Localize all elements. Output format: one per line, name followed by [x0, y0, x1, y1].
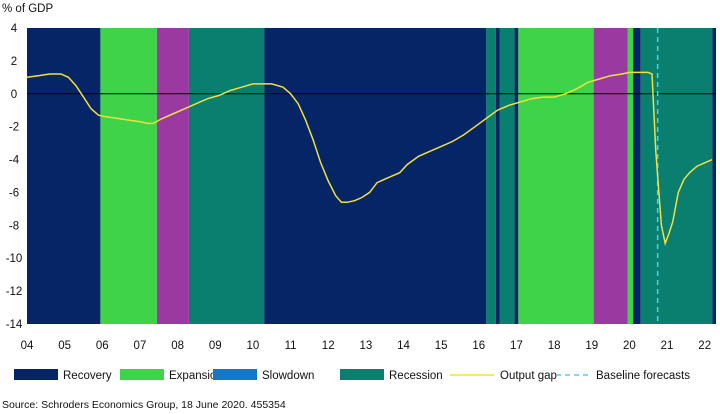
phase-band-slowdown	[593, 28, 628, 324]
x-tick-label: 17	[510, 340, 523, 352]
phase-band-expansion	[100, 28, 157, 324]
legend-label: Recovery	[63, 370, 112, 382]
phase-band-recovery	[27, 28, 101, 324]
x-tick-label: 22	[698, 340, 711, 352]
legend-swatch	[340, 369, 384, 380]
y-tick-label: -8	[9, 220, 19, 232]
x-tick-label: 14	[397, 340, 410, 352]
source-note: Source: Schroders Economics Group, 18 Ju…	[2, 399, 286, 411]
legend-label: Baseline forecasts	[596, 370, 690, 382]
output-gap-line	[26, 71, 713, 247]
phase-band-recovery	[514, 28, 519, 324]
x-tick-label: 20	[623, 340, 636, 352]
legend-item-expansion: Expansion	[120, 369, 223, 382]
y-tick-label: -10	[6, 253, 23, 265]
y-tick-labels: 4 2 0 -2 -4 -6 -8 -10 -12 -14	[6, 23, 23, 331]
phase-band-expansion	[518, 28, 594, 324]
y-tick-label: -14	[6, 319, 23, 331]
phase-band-recovery	[495, 28, 500, 324]
phase-band-recession	[640, 28, 713, 324]
x-tick-label: 16	[472, 340, 485, 352]
x-tick-label: 18	[548, 340, 561, 352]
x-tick-label: 19	[585, 340, 598, 352]
legend-item-slowdown: Slowdown	[213, 369, 314, 382]
phase-band-recession	[499, 28, 515, 324]
x-tick-label: 07	[134, 340, 147, 352]
x-tick-label: 04	[21, 340, 34, 352]
x-tick-label: 11	[285, 340, 297, 352]
phase-band-recovery	[712, 28, 716, 324]
y-tick-label: -6	[9, 187, 19, 199]
x-tick-label: 05	[58, 340, 71, 352]
x-tick-label: 08	[171, 340, 184, 352]
phase-band-recovery	[264, 28, 487, 324]
y-tick-label: 2	[11, 56, 17, 68]
y-tick-label: -4	[9, 155, 20, 167]
y-tick-label: -12	[6, 286, 23, 298]
x-tick-label: 21	[661, 340, 674, 352]
legend-item-recovery: Recovery	[14, 369, 112, 382]
legend-swatch	[14, 369, 58, 380]
legend: Recovery Expansion Slowdown Recession Output…	[14, 369, 690, 382]
phase-band-expansion	[627, 28, 634, 324]
phase-band-recession	[188, 28, 265, 324]
legend-swatch	[213, 369, 257, 380]
x-tick-labels: 04 05 06 07 08 09 10 11 12 13 14 15 16 17 18 19 20 21 22	[21, 340, 712, 352]
phase-band-recession	[486, 28, 496, 324]
phase-band-recovery	[633, 28, 641, 324]
phase-band-slowdown	[156, 28, 189, 324]
x-tick-label: 13	[359, 340, 372, 352]
phase-bands	[27, 28, 716, 324]
x-tick-label: 12	[322, 340, 335, 352]
legend-label: Output gap	[500, 370, 557, 382]
x-tick-label: 10	[247, 340, 260, 352]
legend-item-recession: Recession	[340, 369, 443, 382]
x-tick-label: 15	[435, 340, 448, 352]
x-tick-label: 09	[209, 340, 222, 352]
legend-label: Slowdown	[262, 370, 314, 382]
y-axis-title: % of GDP	[2, 3, 53, 15]
y-tick-label: 0	[11, 89, 17, 101]
legend-swatch	[120, 369, 164, 380]
legend-item-baseline-forecasts: Baseline forecasts	[556, 370, 690, 382]
y-tick-label: 4	[11, 23, 18, 35]
x-tick-label: 06	[96, 340, 109, 352]
legend-label: Recession	[389, 370, 443, 382]
y-tick-label: -2	[9, 122, 19, 134]
legend-label: Expansion	[169, 370, 223, 382]
legend-item-output-gap: Output gap	[450, 370, 557, 382]
